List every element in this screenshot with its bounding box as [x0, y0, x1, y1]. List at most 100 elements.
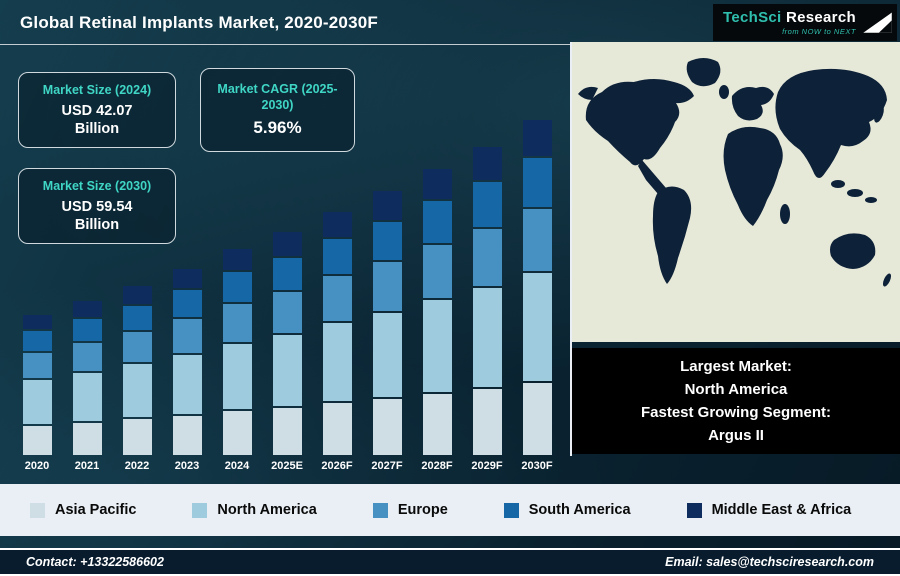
chart-legend: Asia Pacific North America Europe South Ame…: [0, 484, 900, 536]
x-axis-label: 2022: [124, 460, 150, 472]
legend-item-north-america: North America: [192, 502, 317, 518]
x-axis-label: 2030F: [521, 460, 553, 472]
legend-item-asia-pacific: Asia Pacific: [30, 502, 136, 518]
segment-europe: [272, 292, 302, 333]
segment-north-america: [372, 313, 402, 397]
bar-2024: 2024: [214, 249, 260, 476]
legend-label: Europe: [397, 502, 448, 518]
stacked-bar-chart: 2020 2021 2022 2023 2024 2025E 2026F 2027F 2028F…: [8, 120, 566, 476]
logo-brand-secondary: Research: [781, 9, 856, 26]
bar-stack: [72, 301, 102, 455]
segment-europe: [422, 245, 452, 298]
bar-2026f: 2026F: [314, 212, 360, 476]
logo-tagline: from NOW to NEXT: [782, 27, 856, 36]
segment-north-america: [22, 380, 52, 424]
segment-asia-pacific: [272, 408, 302, 455]
segment-asia-pacific: [322, 403, 352, 455]
legend-swatch: [686, 502, 702, 518]
segment-asia-pacific: [22, 426, 52, 455]
info-label: Market Size (2024): [42, 83, 152, 98]
segment-north-america: [172, 355, 202, 414]
segment-middle-east-africa: [172, 269, 202, 288]
legend-item-south-america: South America: [503, 502, 631, 518]
segment-middle-east-africa: [222, 249, 252, 270]
x-axis-label: 2021: [74, 460, 100, 472]
info-unit: Billion: [74, 120, 120, 137]
segment-asia-pacific: [122, 419, 152, 455]
legend-item-middle-east-africa: Middle East & Africa: [686, 502, 852, 518]
legend-label: Middle East & Africa: [711, 502, 852, 518]
bar-2023: 2023: [164, 269, 210, 476]
bar-2021: 2021: [64, 301, 110, 476]
legend-label: Asia Pacific: [55, 502, 137, 518]
logo-brand-primary: TechSci: [723, 9, 782, 26]
bar-2025e: 2025E: [264, 232, 310, 476]
x-axis-label: 2020: [24, 460, 50, 472]
info-label: Market CAGR (2025-2030): [217, 81, 338, 112]
info-unit: Billion: [74, 216, 120, 233]
market-cagr-box: Market CAGR (2025-2030) 5.96%: [200, 68, 355, 152]
x-axis-label: 2029F: [471, 460, 503, 472]
fastest-segment-value: Argus II: [708, 427, 764, 445]
legend-label: North America: [217, 502, 317, 518]
bar-stack: [172, 269, 202, 455]
segment-south-america: [172, 290, 202, 317]
legend-label: South America: [528, 502, 631, 518]
bar-stack: [122, 286, 152, 455]
segment-asia-pacific: [522, 383, 552, 455]
world-map-image: [572, 42, 900, 342]
bar-2022: 2022: [114, 286, 160, 476]
segment-south-america: [122, 306, 152, 330]
email-info: Email: sales@techsciresearch.com: [665, 555, 874, 569]
x-axis-label: 2023: [174, 460, 200, 472]
segment-middle-east-africa: [322, 212, 352, 237]
segment-europe: [122, 332, 152, 362]
info-label: Market Size (2030): [42, 179, 152, 194]
market-size-2024-box: Market Size (2024) USD 42.07 Billion: [18, 72, 176, 148]
footer-bar: Contact: +13322586602 Email: sales@techs…: [0, 548, 900, 576]
segment-asia-pacific: [372, 399, 402, 455]
segment-south-america: [422, 201, 452, 243]
segment-europe: [522, 209, 552, 271]
info-value: USD 59.54: [61, 198, 133, 215]
segment-south-america: [372, 222, 402, 260]
fastest-segment-label: Fastest Growing Segment:: [640, 404, 832, 421]
segment-europe: [322, 276, 352, 321]
segment-north-america: [422, 300, 452, 392]
bar-2028f: 2028F: [414, 169, 460, 476]
legend-swatch: [30, 502, 45, 518]
segment-south-america: [522, 158, 552, 207]
logo-text: TechSci Research from NOW to NEXT: [723, 9, 856, 36]
techsci-logo: TechSci Research from NOW to NEXT: [713, 4, 897, 41]
bar-stack: [272, 232, 302, 455]
segment-middle-east-africa: [522, 120, 552, 156]
segment-north-america: [322, 323, 352, 401]
info-value: 5.96%: [253, 118, 302, 138]
bar-stack: [22, 315, 52, 455]
x-axis-label: 2024: [224, 460, 250, 472]
segment-north-america: [222, 344, 252, 409]
contact-info: Contact: +13322586602: [26, 555, 164, 569]
x-axis-label: 2028F: [421, 460, 453, 472]
segment-europe: [72, 343, 102, 371]
info-value: USD 42.07: [61, 102, 133, 119]
bar-2027f: 2027F: [364, 191, 410, 476]
market-highlights-box: Largest Market: North America Fastest Gr…: [572, 348, 900, 454]
segment-south-america: [72, 319, 102, 341]
segment-south-america: [22, 331, 52, 351]
segment-middle-east-africa: [22, 315, 52, 329]
bar-2030f: 2030F: [514, 120, 560, 476]
largest-market-value: North America: [684, 380, 788, 398]
segment-north-america: [122, 364, 152, 417]
bar-stack: [522, 120, 552, 455]
bar-stack: [222, 249, 252, 455]
segment-middle-east-africa: [422, 169, 452, 199]
segment-middle-east-africa: [72, 301, 102, 317]
segment-middle-east-africa: [472, 147, 502, 180]
market-size-2030-box: Market Size (2030) USD 59.54 Billion: [18, 168, 176, 244]
segment-south-america: [222, 272, 252, 302]
x-axis-label: 2027F: [371, 460, 403, 472]
segment-europe: [172, 319, 202, 353]
segment-europe: [222, 304, 252, 342]
